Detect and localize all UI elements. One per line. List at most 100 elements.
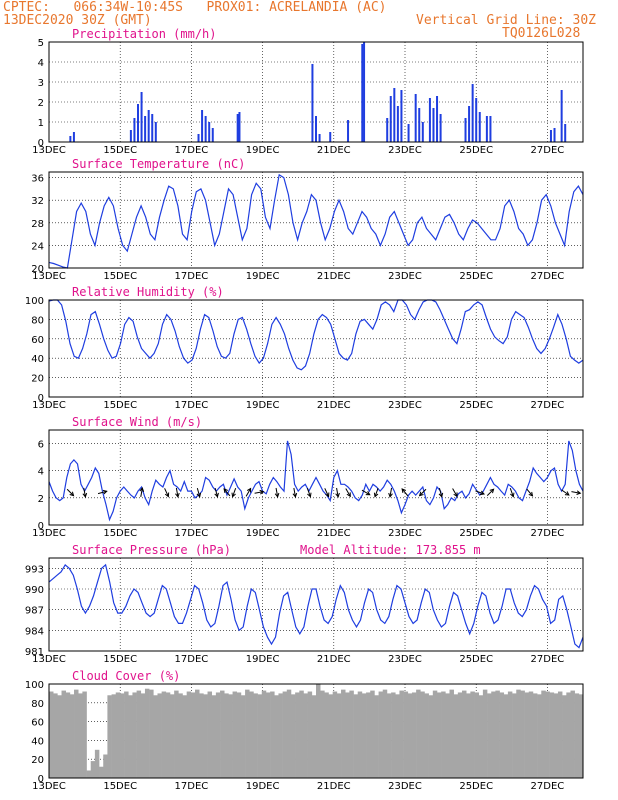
wind-vector bbox=[83, 487, 86, 497]
cloud-bar bbox=[57, 695, 62, 778]
cloud-bar bbox=[161, 691, 167, 778]
y-tick-label: 981 bbox=[25, 647, 44, 658]
header-station: CPTEC: 066:34W-10:45S PROX01: ACRELANDIA… bbox=[3, 0, 387, 15]
x-tick-label: 17DEC bbox=[175, 528, 209, 539]
cloud-bar bbox=[528, 691, 534, 778]
precip-bar bbox=[400, 90, 403, 142]
wind-vector bbox=[452, 488, 458, 497]
precip-bar bbox=[315, 116, 317, 142]
precip-bar bbox=[407, 124, 410, 142]
x-tick-label: 21DEC bbox=[317, 781, 351, 792]
precip-bar bbox=[361, 44, 364, 142]
x-tick-label: 13DEC bbox=[32, 654, 66, 665]
cloud-bar bbox=[178, 693, 183, 778]
cloud-bar bbox=[549, 692, 555, 778]
panel-frame bbox=[48, 41, 584, 143]
wind-vector-head bbox=[438, 492, 444, 498]
y-tick-label: 2 bbox=[38, 98, 44, 109]
cloud-bar bbox=[94, 749, 100, 778]
x-tick-label: 23DEC bbox=[388, 654, 422, 665]
y-tick-label: 5 bbox=[38, 38, 44, 49]
model-altitude: Model Altitude: 173.855 m bbox=[300, 543, 481, 557]
wind-vector bbox=[97, 490, 107, 495]
series-line bbox=[48, 440, 584, 522]
cloud-bar bbox=[232, 691, 238, 778]
precip-bar bbox=[204, 116, 207, 142]
y-tick-label: 6 bbox=[38, 440, 44, 451]
wind-vector-head bbox=[346, 492, 351, 498]
cloud-bar bbox=[165, 692, 171, 778]
cloud-bar bbox=[512, 693, 517, 778]
precip-bar bbox=[347, 120, 350, 142]
wind-vector bbox=[306, 488, 311, 497]
x-tick-label: 19DEC bbox=[246, 654, 280, 665]
cloud-bar bbox=[190, 692, 196, 778]
x-tick-label: 19DEC bbox=[246, 145, 280, 156]
cloud-bar bbox=[420, 691, 425, 778]
precip-bar bbox=[478, 112, 481, 142]
wind-vector-head bbox=[164, 492, 170, 498]
wind-vector bbox=[509, 488, 514, 497]
y-tick-label: 1 bbox=[38, 118, 44, 129]
wind-vector-head bbox=[223, 488, 229, 494]
cloud-bar bbox=[578, 694, 584, 778]
wind-vector bbox=[526, 488, 533, 497]
cloud-bar bbox=[324, 692, 329, 778]
cloud-bar bbox=[307, 691, 313, 778]
cloud-bar bbox=[99, 766, 104, 778]
wind-vector-head bbox=[292, 492, 298, 498]
x-tick-label: 19DEC bbox=[246, 271, 280, 282]
x-tick-label: 15DEC bbox=[103, 271, 137, 282]
wind-vector-head bbox=[231, 492, 236, 498]
precip-bar bbox=[154, 122, 157, 142]
cloud-bar bbox=[474, 692, 480, 778]
wind-vector bbox=[345, 488, 351, 497]
wind-vector-head bbox=[102, 489, 108, 495]
precip-bar bbox=[396, 106, 399, 142]
header-grid-line: Vertical Grid Line: 30Z bbox=[416, 13, 597, 28]
x-tick-label: 19DEC bbox=[246, 400, 280, 411]
cloud-bar bbox=[520, 690, 525, 778]
wind-vector bbox=[486, 488, 494, 496]
wind-vector bbox=[275, 487, 279, 497]
cloud-bar bbox=[203, 694, 208, 778]
cloud-bar bbox=[341, 689, 346, 778]
cloud-bar bbox=[545, 691, 550, 778]
cloud-bar bbox=[140, 693, 146, 778]
cloud-bar bbox=[207, 691, 213, 778]
x-tick-label: 21DEC bbox=[317, 400, 351, 411]
cloud-bar bbox=[53, 693, 58, 778]
cloud-bar bbox=[428, 695, 434, 778]
cloud-bar bbox=[524, 692, 530, 778]
cloud-bar bbox=[257, 694, 263, 778]
wind-vector bbox=[374, 488, 379, 497]
wind-vector bbox=[336, 487, 339, 497]
cloud-bar bbox=[320, 690, 325, 778]
wind-vector-head bbox=[510, 492, 515, 498]
wind-vector bbox=[561, 489, 570, 496]
cloud-bar bbox=[478, 695, 484, 778]
cloud-bar bbox=[157, 693, 162, 778]
cloud-bar bbox=[119, 693, 125, 778]
cloud-bar bbox=[370, 690, 375, 778]
precip-bar bbox=[197, 134, 200, 142]
cloud-bar bbox=[541, 690, 546, 778]
x-tick-label: 27DEC bbox=[531, 654, 565, 665]
cloud-bar bbox=[278, 693, 283, 778]
cloud-bar bbox=[74, 689, 79, 778]
precip-bar bbox=[329, 132, 332, 142]
cloud-bar bbox=[82, 691, 87, 778]
cloud-bar bbox=[399, 690, 404, 778]
y-tick-label: 0 bbox=[38, 774, 44, 785]
cloud-bar bbox=[470, 691, 475, 778]
x-tick-label: 13DEC bbox=[32, 145, 66, 156]
y-tick-label: 990 bbox=[25, 585, 44, 596]
x-tick-label: 17DEC bbox=[175, 654, 209, 665]
y-tick-label: 0 bbox=[38, 393, 44, 404]
x-tick-label: 13DEC bbox=[32, 271, 66, 282]
y-tick-label: 100 bbox=[25, 680, 44, 691]
cloud-bar bbox=[49, 691, 54, 778]
cloud-bar bbox=[382, 689, 388, 778]
precip-bar bbox=[439, 114, 442, 142]
precip-bar bbox=[236, 114, 239, 142]
